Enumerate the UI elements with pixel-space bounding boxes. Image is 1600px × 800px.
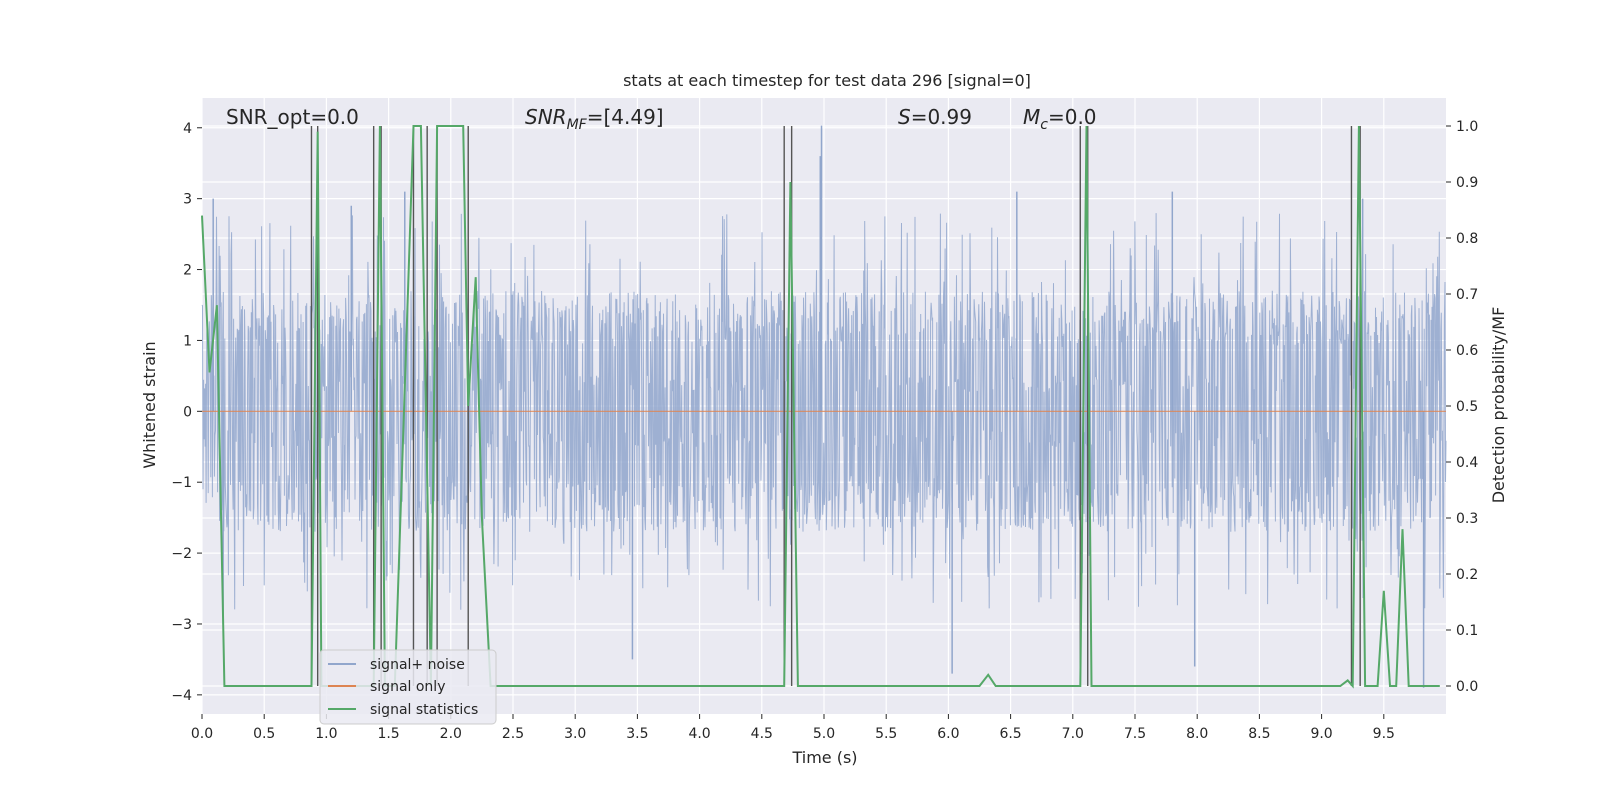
mc-value: =0.0 [1048, 105, 1097, 129]
x-tick-label: 5.0 [813, 726, 835, 742]
y-right-tick-label: 0.6 [1456, 343, 1478, 359]
y-left-tick-label: −4 [171, 688, 192, 704]
y-right-tick-label: 0.8 [1456, 231, 1478, 247]
series-signal-statistics [201, 125, 1440, 689]
annotation-mc: Mc=0.0 [1023, 105, 1097, 133]
x-tick-label: 7.5 [1124, 726, 1146, 742]
x-tick-label: 5.5 [875, 726, 897, 742]
x-tick-label: 1.0 [315, 726, 337, 742]
y-right-axis-label: Detection probability/MF [1489, 307, 1508, 504]
x-tick-label: 9.5 [1373, 726, 1395, 742]
x-tick-label: 7.0 [1062, 726, 1084, 742]
y-left-axis-label: Whitened strain [140, 341, 159, 468]
x-tick-label: 6.0 [937, 726, 959, 742]
y-right-tick-label: 0.1 [1456, 623, 1478, 639]
x-tick-label: 8.5 [1248, 726, 1270, 742]
chart-title: stats at each timestep for test data 296… [623, 71, 1031, 90]
y-left-tick-label: −3 [171, 617, 192, 633]
y-left-tick-label: 4 [183, 121, 192, 137]
y-left-tick-label: −1 [171, 475, 192, 491]
mc-symbol: M [1023, 105, 1040, 129]
x-tick-label: 3.0 [564, 726, 586, 742]
x-tick-label: 4.5 [751, 726, 773, 742]
s-symbol: S [898, 105, 911, 129]
x-tick-label: 4.0 [688, 726, 710, 742]
y-left-tick-label: 1 [183, 333, 192, 349]
y-left-tick-label: 0 [183, 404, 192, 420]
x-tick-label: 8.0 [1186, 726, 1208, 742]
y-right-tick-labels: 0.0 0.1 0.2 0.3 0.4 0.5 0.6 0.7 0.8 0.9 1.0 [1446, 119, 1478, 695]
x-tick-label: 0.0 [191, 726, 213, 742]
legend-box [319, 649, 497, 725]
noise-trace [201, 213, 1447, 610]
stats-trace [201, 125, 1440, 689]
y-left-tick-labels: −4 −3 −2 −1 0 1 2 3 4 [171, 121, 202, 704]
y-right-tick-label: 0.9 [1456, 175, 1478, 191]
y-right-tick-label: 0.0 [1456, 679, 1478, 695]
y-right-tick-label: 0.7 [1456, 287, 1478, 303]
s-value: =0.99 [911, 105, 972, 129]
legend-label-signal-statistics: signal statistics [370, 702, 478, 718]
annotation-s: S=0.99 [898, 105, 972, 129]
legend: signal+ noise signal only signal statist… [319, 649, 497, 725]
legend-label-signal-only: signal only [370, 679, 445, 695]
snr-mf-symbol: SNR [525, 105, 567, 129]
legend-label-signal-noise: signal+ noise [370, 657, 465, 673]
x-tick-label: 2.0 [440, 726, 462, 742]
detection-vertical-lines [310, 126, 1361, 686]
annotation-snr-mf: SNRMF=[4.49] [525, 105, 664, 133]
y-right-tick-label: 0.5 [1456, 399, 1478, 415]
y-left-tick-label: 2 [183, 263, 192, 279]
x-axis-label: Time (s) [791, 748, 857, 767]
x-tick-label: 9.0 [1310, 726, 1332, 742]
snr-mf-value: =[4.49] [587, 105, 664, 129]
y-right-tick-label: 0.2 [1456, 567, 1478, 583]
annotation-snr-opt: SNR_opt=0.0 [226, 105, 359, 129]
y-right-tick-label: 0.3 [1456, 511, 1478, 527]
x-tick-label: 6.5 [999, 726, 1021, 742]
y-right-tick-label: 1.0 [1456, 119, 1478, 135]
mc-subscript: c [1040, 117, 1048, 133]
x-tick-label: 1.5 [377, 726, 399, 742]
x-tick-labels: 0.0 0.5 1.0 1.5 2.0 2.5 3.0 3.5 4.0 4.5 5.0 5.5 6.0 6… [191, 714, 1395, 742]
x-tick-label: 2.5 [502, 726, 524, 742]
x-tick-label: 3.5 [626, 726, 648, 742]
snr-mf-subscript: MF [567, 117, 588, 133]
y-left-tick-label: −2 [171, 546, 192, 562]
x-tick-label: 0.5 [253, 726, 275, 742]
y-right-tick-label: 0.4 [1456, 455, 1478, 471]
y-left-tick-label: 3 [183, 192, 192, 208]
